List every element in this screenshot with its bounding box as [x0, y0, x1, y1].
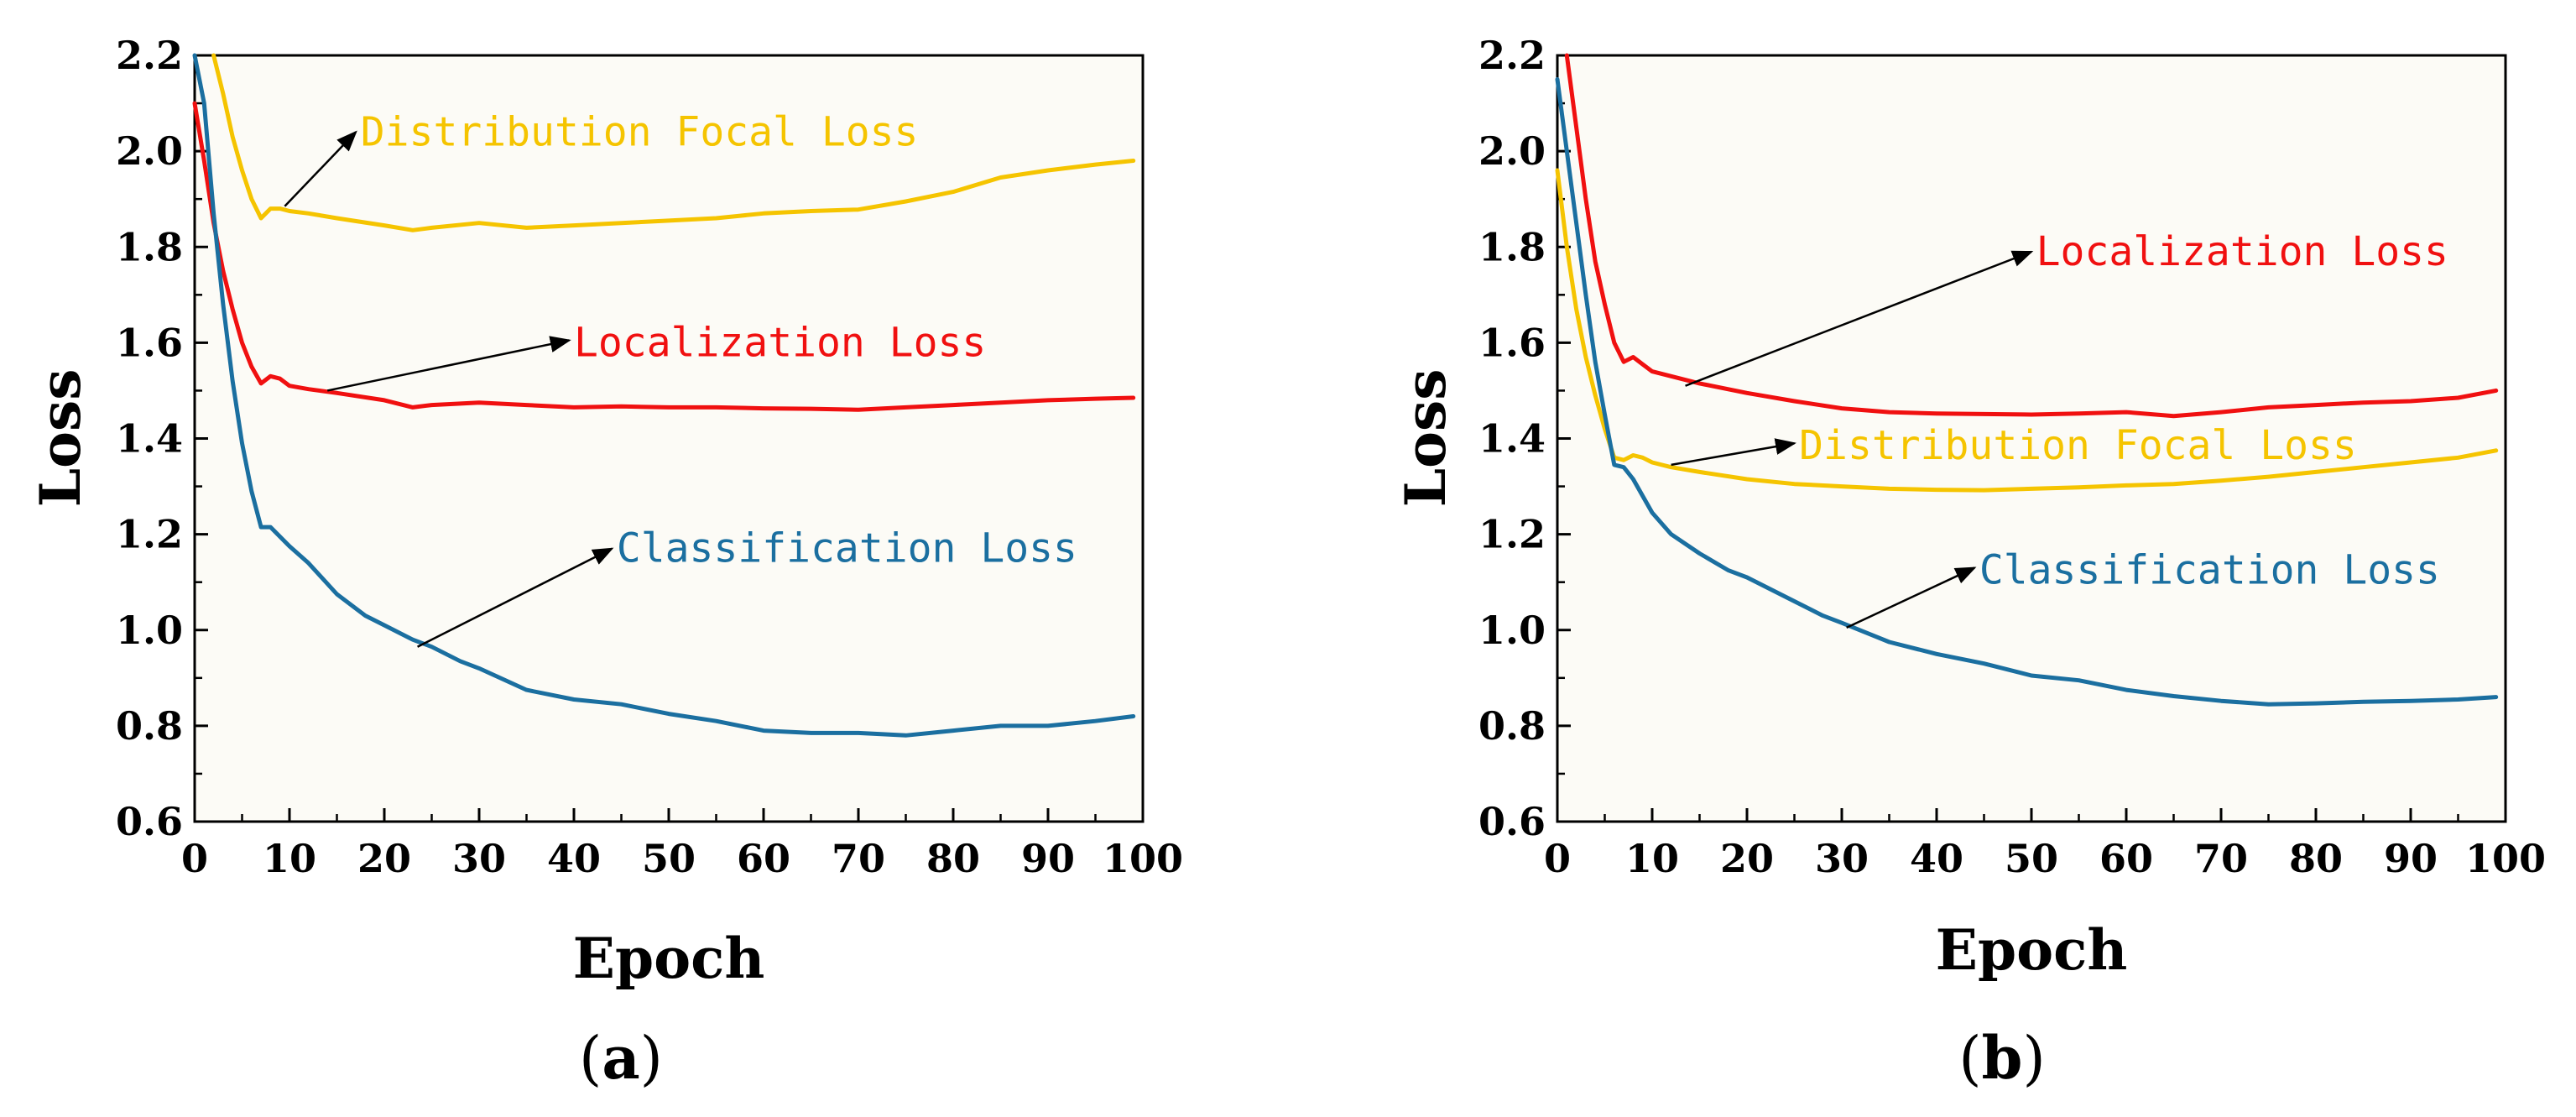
y-axis-title-a: Loss: [28, 369, 93, 508]
y-tick-label-a-6: 1.8: [116, 224, 183, 269]
panel-a: 0 10 20 30 40 50 60 70 80 90 100 0.6 0.8 1.0 1.2 1.4 1.6…: [28, 33, 1183, 1093]
y-tick-label-b-7: 2.0: [1478, 128, 1546, 174]
y-tick-label-b-8: 2.2: [1478, 33, 1546, 78]
series-line-b-classification-loss: [1555, 77, 2499, 707]
plot-area-a: [193, 54, 1145, 823]
x-tick-label-a-10: 10: [263, 836, 316, 881]
x-tick-label-b-70: 70: [2194, 836, 2248, 881]
y-axis-title-b: Loss: [1393, 369, 1458, 508]
x-tick-label-b-20: 20: [1720, 836, 1774, 881]
panel-label-a: (a): [579, 1023, 663, 1093]
series-line-a-distribution-focal-loss: [211, 53, 1136, 232]
annotation-label-b-classification-loss: Classification Loss: [1979, 546, 2440, 593]
x-tick-label-b-50: 50: [2005, 836, 2058, 881]
series-line-a-classification-loss: [192, 53, 1136, 738]
y-tick-label-a-2: 1.0: [116, 608, 183, 653]
x-tick-label-b-30: 30: [1815, 836, 1869, 881]
annotation-label-a-classification-loss: Classification Loss: [617, 525, 1077, 572]
y-tick-label-a-4: 1.4: [116, 416, 183, 462]
y-tick-label-a-1: 0.8: [116, 703, 183, 749]
x-tick-label-a-50: 50: [642, 836, 696, 881]
x-axis-title-b: Epoch: [1936, 917, 2128, 983]
x-tick-label-b-100: 100: [2465, 836, 2546, 881]
panel-label-b: (b): [1958, 1023, 2046, 1093]
x-tick-label-b-60: 60: [2099, 836, 2153, 881]
panel-b: 0 10 20 30 40 50 60 70 80 90 100 0.6 0.8 1.0 1.2 1.4 1.6…: [1393, 33, 2546, 1093]
x-axis-title-a: Epoch: [573, 926, 765, 991]
annotation-arrow-a-localization-loss: [326, 336, 571, 392]
x-tick-label-b-0: 0: [1544, 836, 1571, 881]
y-tick-label-b-5: 1.6: [1478, 320, 1546, 365]
x-tick-label-b-80: 80: [2289, 836, 2343, 881]
annotations-b: Localization Loss Distribution Focal Loss…: [1671, 228, 2448, 629]
y-tick-label-b-3: 1.2: [1478, 512, 1546, 557]
y-tick-label-a-5: 1.6: [116, 320, 183, 365]
annotation-label-a-distribution-focal-loss: Distribution Focal Loss: [361, 108, 919, 155]
y-tick-label-b-1: 0.8: [1478, 703, 1546, 749]
x-tick-label-a-40: 40: [547, 836, 601, 881]
y-tick-label-a-0: 0.6: [116, 799, 183, 844]
y-tick-label-a-7: 2.0: [116, 128, 183, 174]
x-tick-label-a-90: 90: [1021, 836, 1075, 881]
x-tick-label-b-40: 40: [1910, 836, 1963, 881]
series-group-b: [1555, 53, 2499, 707]
x-tick-label-a-30: 30: [452, 836, 506, 881]
series-line-b-localization-loss: [1564, 53, 2499, 419]
plot-area-b: [1556, 54, 2507, 823]
annotation-arrow-b-localization-loss: [1685, 250, 2034, 387]
y-tick-label-b-6: 1.8: [1478, 224, 1546, 269]
annotation-arrow-b-distribution-focal-loss: [1671, 438, 1796, 467]
x-tick-label-a-0: 0: [181, 836, 208, 881]
series-line-a-localization-loss: [192, 101, 1136, 412]
series-line-b-distribution-focal-loss: [1555, 168, 2499, 493]
x-tick-label-a-80: 80: [926, 836, 980, 881]
axes-a: 0 10 20 30 40 50 60 70 80 90 100 0.6 0.8 1.0 1.2 1.4 1.6…: [116, 33, 1183, 881]
annotation-label-b-distribution-focal-loss: Distribution Focal Loss: [1799, 422, 2357, 469]
x-tick-label-a-70: 70: [832, 836, 885, 881]
x-tick-label-b-90: 90: [2384, 836, 2438, 881]
series-group-a: [192, 53, 1136, 738]
x-tick-label-a-20: 20: [357, 836, 411, 881]
annotation-label-a-localization-loss: Localization Loss: [574, 319, 986, 366]
y-tick-label-a-3: 1.2: [116, 512, 183, 557]
annotation-arrow-a-distribution-focal-loss: [284, 130, 357, 207]
annotation-arrow-b-classification-loss: [1846, 566, 1977, 629]
y-tick-label-b-2: 1.0: [1478, 608, 1546, 653]
annotation-label-b-localization-loss: Localization Loss: [2036, 228, 2448, 275]
axes-b: 0 10 20 30 40 50 60 70 80 90 100 0.6 0.8 1.0 1.2 1.4 1.6…: [1478, 33, 2546, 881]
x-tick-label-b-10: 10: [1625, 836, 1679, 881]
y-tick-label-b-0: 0.6: [1478, 799, 1546, 844]
x-tick-label-a-100: 100: [1103, 836, 1183, 881]
y-tick-label-a-8: 2.2: [116, 33, 183, 78]
x-tick-label-a-60: 60: [737, 836, 790, 881]
annotation-arrow-a-classification-loss: [416, 547, 614, 648]
annotations-a: Distribution Focal Loss Localization Loss…: [284, 108, 1077, 648]
y-tick-label-b-4: 1.4: [1478, 416, 1546, 462]
